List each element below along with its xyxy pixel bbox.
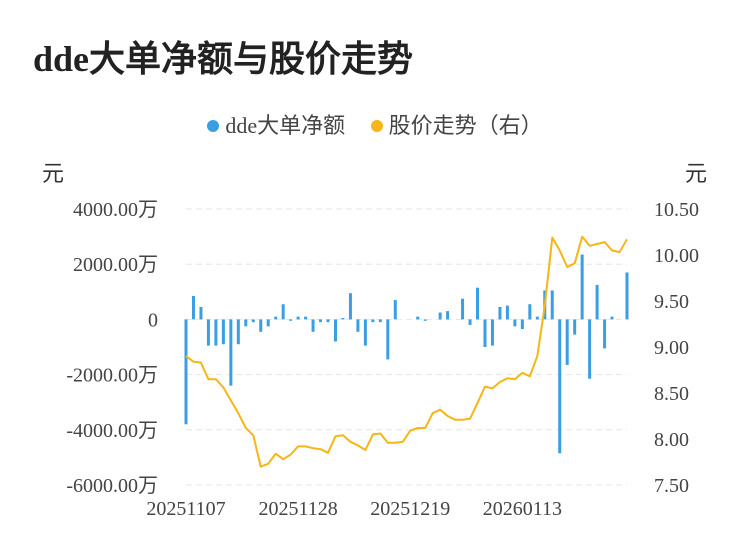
- dde-bar: [573, 319, 577, 335]
- dde-bars: [184, 254, 629, 454]
- dde-bar: [214, 319, 218, 346]
- dde-bar: [251, 319, 255, 323]
- dde-bar: [461, 298, 465, 320]
- y2-tick-label: 7.50: [654, 475, 689, 497]
- dde-bar: [393, 300, 397, 320]
- dde-bar: [326, 319, 330, 323]
- dde-bar: [236, 319, 240, 345]
- dde-bar: [191, 295, 195, 320]
- dde-bar: [333, 319, 337, 342]
- dde-bar: [625, 272, 629, 320]
- dde-bar: [535, 316, 539, 320]
- dde-bar: [206, 319, 210, 346]
- y-tick-label: 0: [148, 309, 158, 331]
- dde-bar: [304, 316, 308, 320]
- dde-bar: [505, 305, 509, 320]
- dde-bar: [446, 311, 450, 320]
- x-axis-labels: 20251107 20251128 20251219 20260113: [146, 498, 562, 520]
- price-line-path: [185, 235, 628, 468]
- dde-bar: [289, 319, 293, 321]
- dde-bar: [311, 319, 315, 332]
- x-tick-label: 20251219: [370, 498, 450, 520]
- dde-bar: [528, 304, 532, 320]
- dde-bar: [603, 319, 607, 349]
- dde-bar: [296, 316, 300, 320]
- dde-bar: [610, 316, 614, 320]
- dde-bar: [490, 319, 494, 346]
- dde-bar: [281, 304, 285, 320]
- y2-tick-label: 8.50: [654, 383, 689, 405]
- y-tick-label: 2000.00万: [73, 254, 158, 276]
- dde-bar: [363, 319, 367, 346]
- y-tick-label: -4000.00万: [66, 420, 158, 442]
- dde-bar: [520, 319, 524, 330]
- y2-tick-label: 9.50: [654, 291, 689, 313]
- legend-label-dde: dde大单净额: [225, 113, 346, 138]
- dde-bar: [498, 306, 502, 320]
- dde-bar: [588, 319, 592, 379]
- dde-bar: [386, 319, 390, 360]
- price-line: [185, 235, 628, 468]
- dde-bar: [513, 319, 517, 327]
- chart-title: dde大单净额与股价走势: [33, 39, 414, 79]
- dde-bar: [483, 319, 487, 347]
- dde-bar: [199, 306, 203, 320]
- dde-bar: [184, 319, 188, 425]
- dde-bar: [378, 319, 382, 323]
- dde-bar: [341, 318, 345, 320]
- dde-bar: [468, 319, 472, 325]
- dde-bar: [438, 312, 442, 320]
- legend-marker-price: [370, 119, 383, 132]
- x-tick-label: 20251128: [258, 498, 337, 520]
- y2-tick-label: 8.00: [654, 429, 689, 451]
- dde-bar: [319, 319, 323, 323]
- dde-bar: [550, 290, 554, 320]
- dde-bar: [416, 316, 420, 320]
- legend-item-dde[interactable]: dde大单净额: [207, 108, 345, 140]
- dde-bar: [423, 319, 427, 321]
- left-axis-unit: 元: [42, 161, 65, 186]
- dde-bar: [221, 319, 225, 345]
- dde-bar: [580, 254, 584, 320]
- dde-bar: [356, 319, 360, 332]
- legend-item-price[interactable]: 股价走势（右）: [370, 108, 543, 140]
- dde-bar: [558, 319, 562, 454]
- right-axis-unit: 元: [685, 161, 708, 186]
- y-tick-label: 4000.00万: [73, 199, 158, 221]
- dde-bar: [259, 319, 263, 332]
- dde-bar: [565, 319, 569, 365]
- right-axis-labels: 10.50 10.00 9.50 9.00 8.50 8.00 7.50: [654, 199, 699, 497]
- legend-label-price: 股价走势（右）: [388, 113, 543, 138]
- grid-lines: [186, 208, 627, 486]
- y2-tick-label: 10.50: [654, 199, 699, 221]
- y2-tick-label: 9.00: [654, 337, 689, 359]
- dde-bar: [476, 287, 480, 320]
- dde-bar: [595, 284, 599, 320]
- legend-marker-dde: [207, 119, 220, 132]
- dde-bar: [348, 293, 352, 320]
- x-tick-label: 20251107: [146, 498, 225, 520]
- dde-bar: [274, 316, 278, 320]
- dde-bar: [229, 319, 233, 386]
- dde-bar: [371, 319, 375, 323]
- x-tick-label: 20260113: [483, 498, 562, 520]
- y2-tick-label: 10.00: [654, 245, 699, 267]
- y-tick-label: -6000.00万: [66, 475, 158, 497]
- dde-bar: [266, 319, 270, 327]
- y-tick-label: -2000.00万: [66, 365, 158, 387]
- left-axis-labels: 4000.00万 2000.00万 0 -2000.00万 -4000.00万 -6000…: [66, 199, 158, 497]
- dde-bar: [244, 319, 248, 327]
- legend: dde大单净额 股价走势（右）: [0, 108, 750, 140]
